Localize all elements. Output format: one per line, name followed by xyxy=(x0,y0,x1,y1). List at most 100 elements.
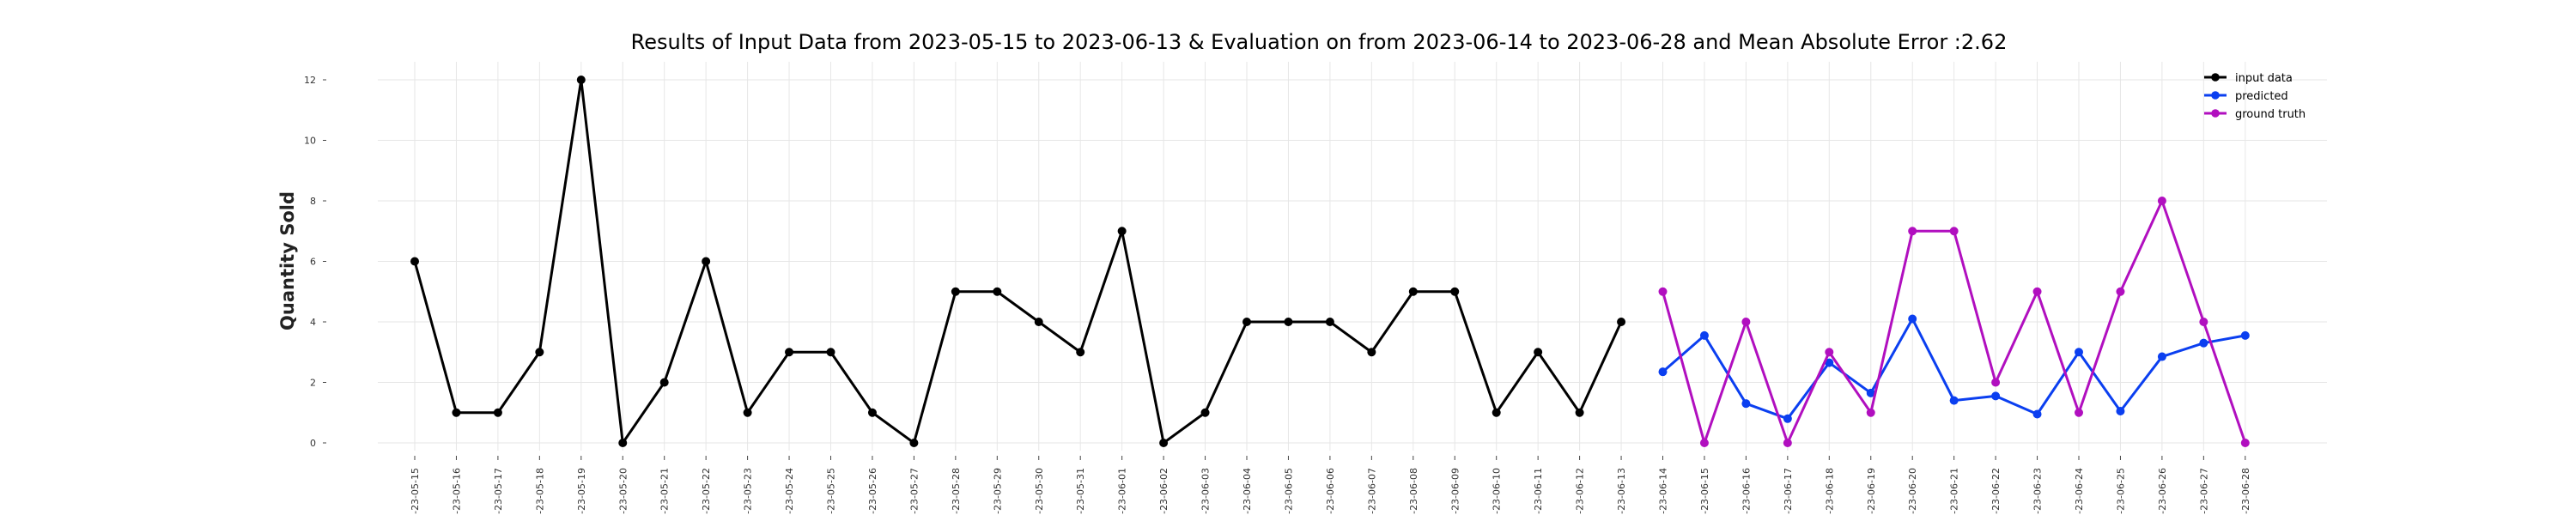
x-tick-label: -23-05-26 xyxy=(867,468,878,514)
x-tick-label: -23-06-26 xyxy=(2157,468,2168,514)
x-tick-label: -23-06-04 xyxy=(1242,468,1253,514)
x-tick-label: -23-05-23 xyxy=(743,468,754,514)
x-tick-label: -23-06-15 xyxy=(1699,468,1710,514)
x-tick-label: -23-06-07 xyxy=(1366,468,1377,514)
x-tick-label: -23-05-21 xyxy=(659,468,671,514)
legend-label: input data xyxy=(2235,72,2293,85)
x-tick-label: -23-05-27 xyxy=(908,468,920,514)
data-point-input-data xyxy=(1575,408,1584,417)
x-tick-label: -23-05-25 xyxy=(826,468,837,514)
data-point-input-data xyxy=(1450,287,1460,296)
x-tick-label: -23-05-24 xyxy=(784,468,795,514)
y-tick-label: 10 xyxy=(304,136,316,147)
data-point-predicted xyxy=(1991,391,2001,401)
data-point-ground-truth xyxy=(1741,318,1751,326)
x-tick-label: -23-06-02 xyxy=(1158,468,1170,514)
data-point-ground-truth xyxy=(1825,348,1834,357)
x-tick-label: -23-05-17 xyxy=(493,468,504,514)
x-tick-label: -23-06-25 xyxy=(2115,468,2126,514)
data-point-predicted xyxy=(1949,396,1959,405)
series-line-input-data xyxy=(413,78,1623,445)
x-tick-label: -23-06-24 xyxy=(2074,468,2085,514)
data-point-input-data xyxy=(1325,318,1334,326)
data-point-input-data xyxy=(1284,318,1293,326)
x-tick-label: -23-06-16 xyxy=(1741,468,1752,514)
legend: input data predicted ground truth xyxy=(2204,72,2306,121)
data-point-ground-truth xyxy=(1908,227,1917,236)
data-point-input-data xyxy=(493,408,502,417)
data-point-predicted xyxy=(1783,414,1792,423)
data-point-input-data xyxy=(1242,318,1251,326)
legend-label: predicted xyxy=(2235,90,2288,103)
data-point-predicted xyxy=(1658,367,1668,377)
x-tick-label: -23-06-27 xyxy=(2198,468,2209,514)
legend-swatch-marker xyxy=(2211,73,2220,82)
data-point-input-data xyxy=(1159,439,1169,447)
x-tick-label: -23-05-28 xyxy=(951,468,962,514)
data-point-ground-truth xyxy=(1866,408,1875,417)
x-tick-label: -23-06-06 xyxy=(1325,468,1336,514)
data-point-input-data xyxy=(1534,348,1543,357)
x-tick-label: -23-05-30 xyxy=(1034,468,1045,514)
legend-label: ground truth xyxy=(2235,108,2306,121)
x-tick-label: -23-05-29 xyxy=(992,468,1003,514)
data-point-predicted xyxy=(1866,388,1875,397)
data-point-ground-truth xyxy=(1658,287,1668,296)
data-point-input-data xyxy=(867,408,877,417)
x-tick-label: -23-05-31 xyxy=(1075,468,1086,514)
x-tick-label: -23-06-14 xyxy=(1658,468,1669,514)
y-tick-label: 6 xyxy=(310,257,316,268)
y-tick-label: 2 xyxy=(310,378,316,389)
x-tick-label: -23-06-10 xyxy=(1492,468,1503,514)
x-tick-label: -23-06-22 xyxy=(1990,468,2002,514)
data-point-ground-truth xyxy=(1699,439,1709,447)
data-point-predicted xyxy=(1699,330,1709,340)
data-point-input-data xyxy=(535,348,544,357)
data-point-predicted xyxy=(1741,399,1751,409)
data-point-input-data xyxy=(826,348,835,357)
data-point-input-data xyxy=(1492,408,1501,417)
data-point-predicted xyxy=(1908,314,1917,324)
data-point-input-data xyxy=(743,408,752,417)
data-point-input-data xyxy=(659,378,669,387)
x-tick-label: -23-06-01 xyxy=(1117,468,1128,514)
x-tick-label: -23-06-17 xyxy=(1783,468,1794,514)
x-tick-label: -23-06-20 xyxy=(1907,468,1918,514)
chart-title: Results of Input Data from 2023-05-15 to… xyxy=(631,30,2008,54)
x-tick-label: -23-06-03 xyxy=(1200,468,1212,514)
y-tick-label: 8 xyxy=(310,196,316,207)
x-tick-label: -23-06-08 xyxy=(1408,468,1419,514)
x-tick-label: -23-05-16 xyxy=(451,468,462,514)
data-point-predicted xyxy=(2032,409,2042,419)
grid-layer xyxy=(378,62,2327,451)
axis-layer: 0 2 4 6 8 10 12 -23-05-15 -23-05-16 -23-05-17 -23-… xyxy=(304,75,2251,514)
data-point-input-data xyxy=(618,439,628,447)
data-point-input-data xyxy=(576,76,586,84)
x-tick-label: -23-06-23 xyxy=(2032,468,2044,514)
data-point-predicted xyxy=(2116,406,2125,415)
x-tick-label: -23-06-09 xyxy=(1449,468,1461,514)
data-point-input-data xyxy=(702,257,711,266)
data-point-predicted xyxy=(2075,348,2083,357)
x-tick-label: -23-05-18 xyxy=(534,468,545,514)
x-tick-label: -23-06-12 xyxy=(1575,468,1586,514)
x-tick-label: -23-05-22 xyxy=(701,468,712,514)
data-point-predicted xyxy=(2199,338,2208,348)
data-point-input-data xyxy=(1408,287,1418,296)
x-tick-label: -23-05-19 xyxy=(576,468,587,514)
data-point-input-data xyxy=(993,287,1002,296)
data-point-input-data xyxy=(785,348,794,357)
data-point-input-data xyxy=(909,439,919,447)
data-point-ground-truth xyxy=(2116,287,2125,296)
data-point-ground-truth xyxy=(2199,318,2208,326)
data-point-ground-truth xyxy=(1949,227,1959,236)
series-layer xyxy=(410,76,2250,447)
data-point-ground-truth xyxy=(2032,287,2042,296)
x-tick-label: -23-06-18 xyxy=(1824,468,1835,514)
data-point-input-data xyxy=(1117,227,1127,236)
x-tick-label: -23-06-21 xyxy=(1949,468,1960,514)
data-point-input-data xyxy=(1367,348,1376,357)
x-tick-label: -23-06-11 xyxy=(1533,468,1544,514)
